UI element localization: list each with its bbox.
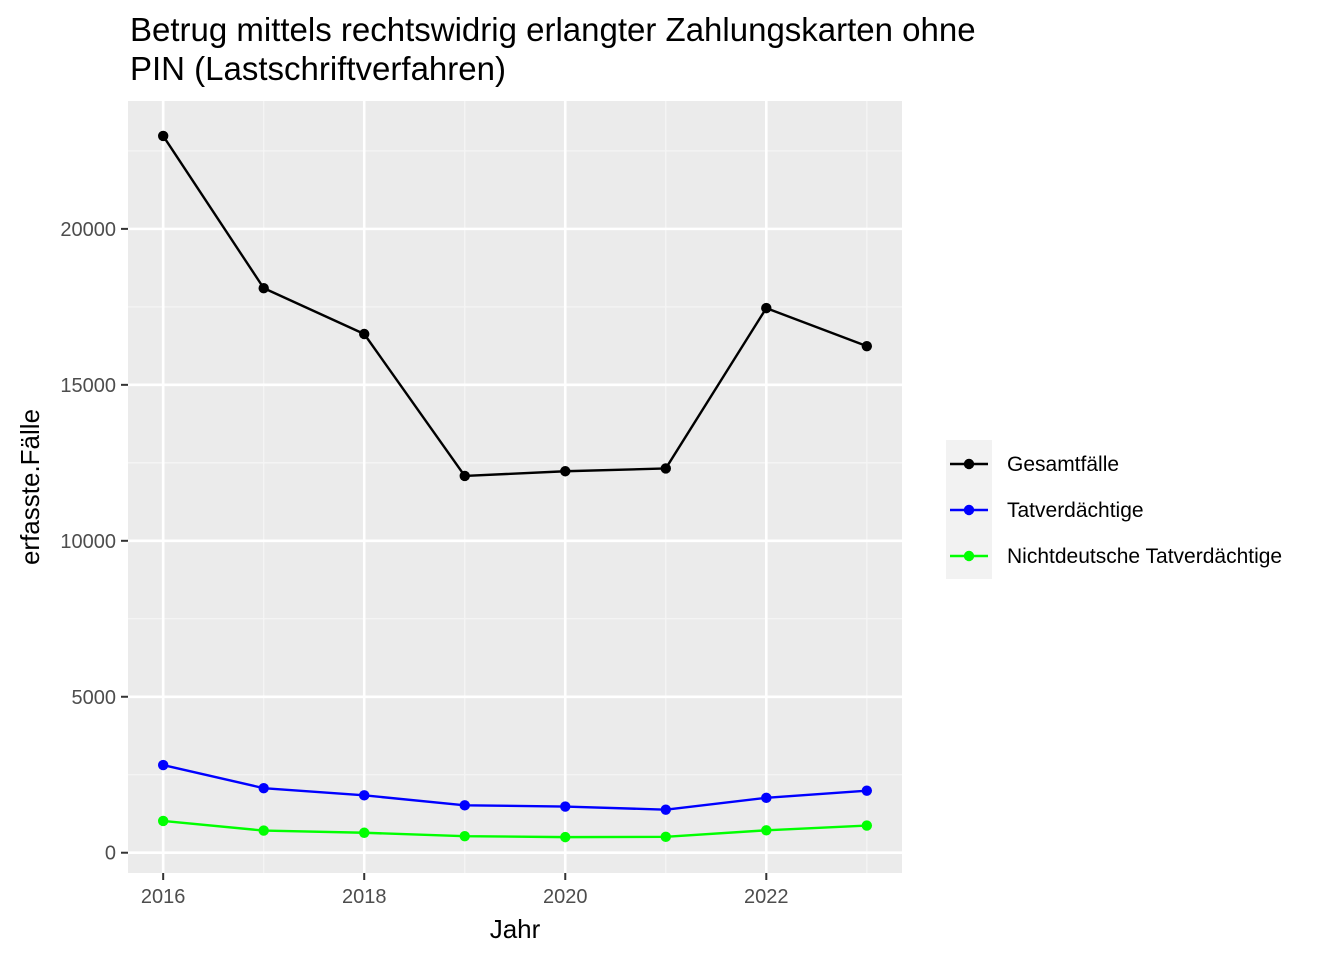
series-0-point-7: [861, 340, 873, 352]
series-2-point-0: [157, 815, 169, 827]
series-0-point-0: [157, 130, 169, 142]
series-1: [157, 759, 873, 815]
series-line-2: [163, 819, 867, 839]
series-1-point-1: [258, 782, 269, 794]
x-tick-label-0: 2016: [141, 886, 186, 908]
x-axis-title: Jahr: [490, 914, 541, 944]
series-1-point-0: [157, 759, 169, 771]
series-1-point-6: [761, 792, 772, 804]
series-2-point-4: [560, 831, 571, 843]
series-1-point-7: [861, 785, 873, 796]
series-2-point-3: [459, 830, 470, 842]
series-line-1: [162, 763, 867, 811]
series-2-point-7: [861, 820, 873, 831]
series-1-point-3: [459, 800, 470, 811]
series-2-point-5: [660, 831, 671, 843]
series-layer: [157, 130, 873, 843]
series-2-point-1: [258, 825, 269, 836]
legend-label-0: Gesamtfälle: [1007, 453, 1119, 476]
series-2-point-6: [761, 825, 772, 836]
y-axis-title: erfasste.Fälle: [15, 409, 45, 565]
series-1-point-4: [560, 801, 571, 812]
grid-major: [128, 101, 902, 873]
series-1-point-5: [660, 804, 671, 815]
y-tick-label-3: 15000: [60, 375, 116, 397]
y-tick-label-4: 20000: [60, 219, 116, 241]
series-0-point-2: [359, 328, 370, 340]
y-tick-label-2: 10000: [60, 531, 116, 553]
plot-panel: [128, 101, 902, 873]
legend-key-point-2: [963, 550, 975, 562]
x-axis: 2016 2018 2020 2022: [141, 873, 789, 908]
legend-label-1: Tatverdächtige: [1007, 499, 1144, 522]
y-axis: 0 5000 10000 15000 20000: [60, 219, 128, 865]
chart-title-line-2: PIN (Lastschriftverfahren): [130, 50, 506, 87]
y-tick-label-1: 5000: [72, 687, 117, 709]
legend: Gesamtfälle Tatverdächtige Nichtdeutsche T…: [946, 440, 1282, 579]
series-line-0: [162, 135, 868, 478]
y-tick-label-0: 0: [105, 843, 116, 865]
series-2: [157, 815, 873, 843]
series-0-point-4: [560, 466, 571, 477]
series-1-point-2: [359, 790, 370, 801]
x-tick-label-2: 2020: [543, 886, 588, 908]
x-tick-label-1: 2018: [342, 886, 387, 908]
series-0: [157, 130, 873, 482]
legend-label-2: Nichtdeutsche Tatverdächtige: [1007, 545, 1282, 568]
series-0-point-1: [258, 282, 269, 294]
series-2-point-2: [359, 827, 370, 838]
legend-key-point-0: [963, 458, 975, 470]
legend-key-point-1: [963, 504, 975, 516]
series-0-point-5: [660, 463, 671, 474]
series-0-point-6: [761, 302, 772, 314]
x-tick-label-3: 2022: [744, 886, 789, 908]
series-0-point-3: [459, 470, 470, 482]
chart-title-line-1: Betrug mittels rechtswidrig erlangter Za…: [130, 11, 976, 48]
